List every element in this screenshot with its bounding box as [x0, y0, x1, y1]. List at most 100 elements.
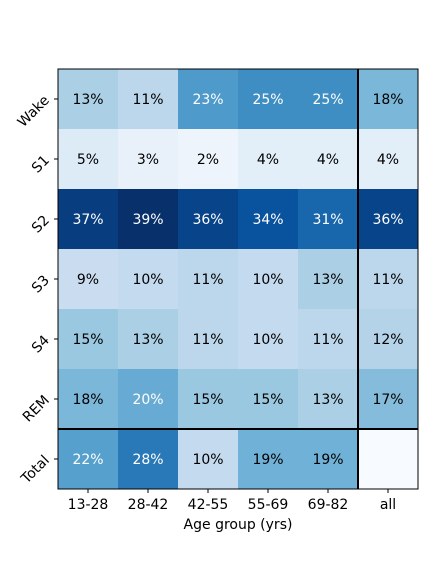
cell-value-label: 23%	[192, 92, 223, 108]
x-tick-label: 55-69	[248, 497, 289, 513]
cell-value-label: 36%	[192, 212, 223, 228]
cell-value-label: 31%	[312, 212, 343, 228]
cell-value-label: 13%	[312, 392, 343, 408]
cell-value-label: 9%	[77, 272, 99, 288]
heatmap-cell	[178, 69, 238, 129]
heatmap-cell	[178, 429, 238, 489]
heatmap-cell	[298, 69, 358, 129]
cell-value-label: 4%	[257, 152, 279, 168]
cell-value-label: 11%	[372, 272, 403, 288]
cell-value-label: 34%	[252, 212, 283, 228]
heatmap-cell	[238, 249, 298, 309]
heatmap-cell	[178, 249, 238, 309]
x-tick-label: all	[380, 497, 396, 513]
heatmap-cell	[238, 309, 298, 369]
x-tick-label: 42-55	[188, 497, 229, 513]
heatmap-cell	[178, 369, 238, 429]
heatmap-cell	[58, 69, 118, 129]
heatmap-cell	[358, 369, 418, 429]
heatmap-cell	[298, 189, 358, 249]
cell-value-label: 13%	[132, 332, 163, 348]
heatmap-cell	[358, 189, 418, 249]
cell-value-label: 17%	[372, 392, 403, 408]
heatmap-cell	[358, 129, 418, 189]
cell-value-label: 4%	[317, 152, 339, 168]
cell-value-label: 2%	[197, 152, 219, 168]
cell-value-label: 11%	[192, 332, 223, 348]
cell-value-label: 37%	[72, 212, 103, 228]
heatmap-cells	[58, 69, 418, 489]
cell-value-label: 22%	[72, 452, 103, 468]
heatmap-cell	[118, 369, 178, 429]
y-tick-labels: Wake S1 S2 S3 S4 REM Total	[15, 93, 58, 488]
heatmap-cell	[118, 429, 178, 489]
y-tick-label: S2	[29, 213, 53, 237]
cell-value-label: 18%	[372, 92, 403, 108]
x-tick-label: 13-28	[68, 497, 109, 513]
cell-value-label: 11%	[192, 272, 223, 288]
heatmap-cell	[358, 69, 418, 129]
cell-value-label: 19%	[312, 452, 343, 468]
cell-value-label: 11%	[132, 92, 163, 108]
cell-labels: 13% 11% 23% 25% 25% 18% 5% 3% 2% 4% 4% 4% 37% 39% 36% 3…	[72, 92, 403, 468]
cell-value-label: 15%	[252, 392, 283, 408]
cell-value-label: 12%	[372, 332, 403, 348]
x-tick-label: 69-82	[308, 497, 349, 513]
y-tick-label: S3	[29, 273, 53, 297]
heatmap-cell	[58, 309, 118, 369]
cell-value-label: 11%	[312, 332, 343, 348]
cell-value-label: 10%	[132, 272, 163, 288]
heatmap-cell	[298, 129, 358, 189]
x-axis-label: Age group (yrs)	[184, 517, 293, 533]
cell-value-label: 3%	[137, 152, 159, 168]
cell-value-label: 36%	[372, 212, 403, 228]
heatmap-cell	[298, 429, 358, 489]
cell-value-label: 25%	[252, 92, 283, 108]
heatmap-cell	[58, 249, 118, 309]
heatmap-cell	[118, 129, 178, 189]
cell-value-label: 10%	[252, 332, 283, 348]
heatmap-cell	[238, 429, 298, 489]
heatmap-cell	[358, 429, 418, 489]
cell-value-label: 28%	[132, 452, 163, 468]
cell-value-label: 10%	[192, 452, 223, 468]
heatmap-cell	[118, 69, 178, 129]
cell-value-label: 15%	[192, 392, 223, 408]
cell-value-label: 18%	[72, 392, 103, 408]
heatmap-cell	[298, 309, 358, 369]
cell-value-label: 39%	[132, 212, 163, 228]
cell-value-label: 15%	[72, 332, 103, 348]
heatmap-cell	[58, 429, 118, 489]
heatmap-cell	[58, 129, 118, 189]
y-tick-label: S1	[29, 153, 53, 177]
y-tick-label: S4	[29, 332, 53, 356]
heatmap-cell	[118, 189, 178, 249]
x-tick-labels: 13-28 28-42 42-55 55-69 69-82 all	[68, 489, 396, 513]
cell-value-label: 20%	[132, 392, 163, 408]
heatmap-cell	[238, 369, 298, 429]
cell-value-label: 4%	[377, 152, 399, 168]
heatmap-cell	[178, 129, 238, 189]
separator-lines	[58, 69, 418, 489]
heatmap-cell	[118, 249, 178, 309]
heatmap-cell	[178, 189, 238, 249]
heatmap-cell	[238, 189, 298, 249]
heatmap-cell	[58, 369, 118, 429]
heatmap-cell	[118, 309, 178, 369]
y-tick-label: REM	[20, 393, 53, 426]
x-tick-label: 28-42	[128, 497, 169, 513]
cell-value-label: 13%	[72, 92, 103, 108]
y-tick-label: Total	[18, 453, 53, 488]
heatmap-cell	[238, 69, 298, 129]
cell-value-label: 10%	[252, 272, 283, 288]
heatmap-cell	[178, 309, 238, 369]
y-tick-label: Wake	[15, 93, 53, 131]
heatmap-cell	[298, 249, 358, 309]
heatmap-cell	[358, 309, 418, 369]
heatmap-cell	[58, 189, 118, 249]
cell-value-label: 19%	[252, 452, 283, 468]
heatmap-cell	[298, 369, 358, 429]
heatmap-cell	[238, 129, 298, 189]
cell-value-label: 13%	[312, 272, 343, 288]
